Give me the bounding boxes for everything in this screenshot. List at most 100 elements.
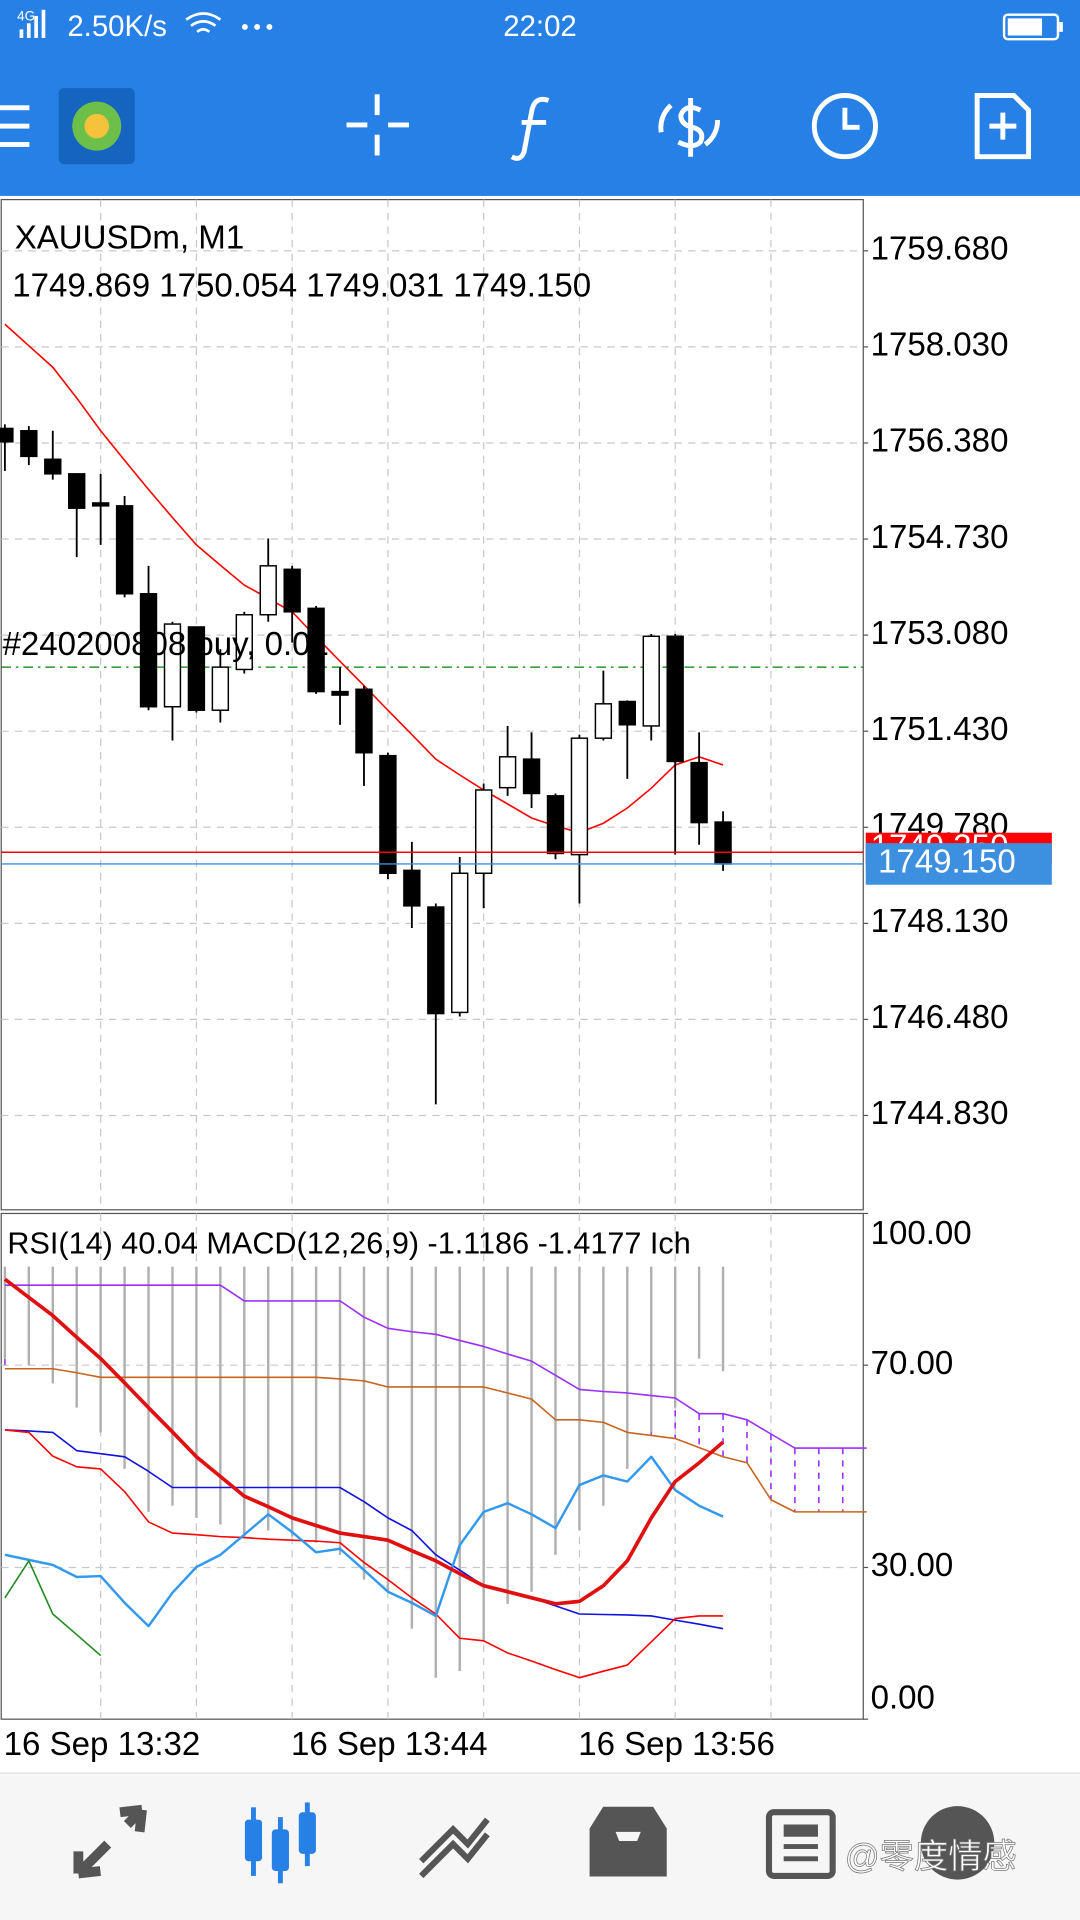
menu-line — [0, 105, 30, 111]
battery — [1002, 13, 1060, 41]
app-icon-core — [84, 113, 109, 139]
signal-bar — [26, 23, 31, 38]
menu-button[interactable] — [0, 105, 30, 147]
indicator-title: RSI(14) 40.04 MACD(12,26,9) -1.1186 -1.4… — [7, 1226, 690, 1260]
candle-body — [666, 635, 684, 763]
bid-label-box — [865, 843, 1052, 885]
app-icon[interactable] — [58, 88, 135, 165]
chart-title: XAUUSDm, M1 — [15, 220, 245, 257]
icon-stroke — [783, 1844, 818, 1849]
icon-stroke — [677, 97, 705, 157]
signal-bar — [34, 15, 38, 38]
net-speed: 2.50K/s — [67, 10, 167, 43]
y-tick-label: 100.00 — [871, 1215, 972, 1252]
indicator-line — [4, 1455, 724, 1628]
y-tick-label: 1756.380 — [871, 423, 1009, 460]
candle-body — [355, 688, 373, 754]
candle-body — [618, 700, 636, 726]
icon-stroke — [783, 1824, 818, 1837]
crosshair-button[interactable] — [346, 94, 409, 156]
icon-stroke — [974, 93, 1032, 160]
indicator-line — [4, 1284, 867, 1449]
candle-body — [522, 758, 541, 795]
candle-body — [331, 690, 349, 696]
icon-wick — [251, 1807, 256, 1876]
x-tick-label: 16 Sep 13:56 — [578, 1726, 775, 1763]
icon-wick — [277, 1817, 283, 1884]
bottom-nav — [0, 1773, 1080, 1920]
dot — [266, 24, 273, 30]
y-tick-label: 70.00 — [871, 1345, 954, 1382]
candle-body — [115, 505, 134, 595]
indicator-line — [4, 1429, 724, 1679]
y-tick-label: 30.00 — [871, 1547, 954, 1584]
icon-stroke — [765, 1809, 836, 1879]
candle-body — [546, 795, 565, 855]
indicator-line — [4, 1367, 867, 1513]
signal-bar — [19, 29, 24, 38]
candle-body — [642, 635, 660, 727]
candle-body — [690, 761, 708, 824]
icon-stroke — [73, 1804, 147, 1879]
y-tick-label: 1754.730 — [871, 519, 1009, 556]
watermark: @零度情感 — [845, 1838, 1017, 1876]
candle-body — [403, 869, 421, 907]
candle-body — [498, 756, 517, 789]
profile-tab[interactable] — [920, 1806, 995, 1880]
indicator-line — [3, 1277, 725, 1606]
bid-label: 1749.150 — [878, 844, 1016, 881]
y-tick-label: 1744.830 — [871, 1095, 1009, 1132]
chart-layer: 1759.680 1758.030 1756.380 1754.730 1753.080… — [0, 199, 1052, 1763]
candle-body — [714, 821, 732, 865]
y-tick-label: 1751.430 — [871, 711, 1009, 748]
quotes-tab[interactable] — [73, 1804, 147, 1879]
history-tab[interactable] — [589, 1806, 667, 1877]
order-label: #240200808 buy, 0.01 — [2, 626, 328, 663]
y-tick-label: 1748.130 — [871, 903, 1009, 940]
icon-wick — [304, 1802, 310, 1867]
icon-stroke — [783, 1856, 818, 1862]
dot — [241, 24, 248, 30]
trade-tab[interactable] — [419, 1817, 490, 1879]
x-tick-label: 16 Sep 13:32 — [4, 1726, 201, 1763]
indicator-panel — [0, 1212, 864, 1720]
wifi-icon — [185, 12, 222, 33]
chart-tab[interactable] — [244, 1802, 316, 1884]
icon-stroke — [658, 103, 721, 147]
trade-button[interactable] — [658, 97, 721, 157]
candle-body — [91, 502, 110, 507]
candle-body — [594, 703, 613, 739]
candle-body — [570, 737, 589, 856]
dot — [254, 24, 261, 30]
status-bar: 4G 2.50K/s 22:02 — [17, 9, 1063, 43]
period-button[interactable] — [811, 93, 878, 160]
y-tick-label: 1758.030 — [871, 327, 1009, 364]
indicators-button[interactable] — [510, 96, 550, 161]
new-order-button[interactable] — [974, 93, 1032, 160]
y-tick-label: 0.00 — [871, 1679, 935, 1716]
icon-stroke — [842, 107, 860, 130]
candle-body — [0, 427, 14, 443]
news-tab[interactable] — [765, 1809, 836, 1879]
candle-body — [379, 754, 397, 874]
moving-average — [4, 323, 724, 834]
candle-body — [44, 458, 62, 475]
candle-body — [451, 872, 469, 1014]
icon-stroke — [989, 112, 1017, 140]
menu-line — [0, 123, 30, 129]
ohlc-label: 1749.869 1750.054 1749.031 1749.150 — [12, 267, 591, 304]
candle-body — [259, 565, 277, 616]
candle-body — [187, 626, 206, 711]
candle-body — [235, 614, 253, 671]
y-tick-label: 1753.080 — [871, 615, 1009, 652]
candle-body — [283, 568, 301, 613]
candle-body — [427, 906, 445, 1015]
candle-body — [68, 473, 86, 509]
signal-bar — [41, 9, 46, 38]
candle-body — [307, 607, 325, 693]
toolbar — [0, 88, 1032, 165]
candle-body — [211, 666, 230, 711]
y-tick-label: 1759.680 — [871, 231, 1009, 268]
